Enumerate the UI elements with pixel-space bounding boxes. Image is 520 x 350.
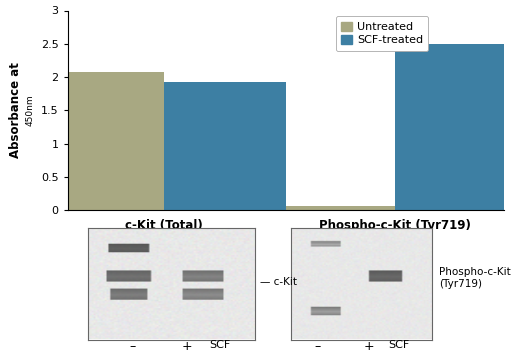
Text: Absorbance at: Absorbance at — [9, 62, 22, 158]
Bar — [164, 82, 286, 210]
Text: +: + — [182, 340, 192, 350]
Bar — [273, 206, 395, 210]
Text: SCF: SCF — [209, 340, 230, 350]
Legend: Untreated, SCF-treated: Untreated, SCF-treated — [336, 16, 428, 51]
Text: 450nm: 450nm — [26, 94, 35, 126]
Text: — c-Kit: — c-Kit — [260, 277, 297, 287]
Text: +: + — [364, 340, 374, 350]
Bar — [395, 44, 517, 210]
Text: Phospho-c-Kit
(Tyr719): Phospho-c-Kit (Tyr719) — [439, 267, 511, 289]
Bar — [42, 72, 164, 210]
Text: SCF: SCF — [389, 340, 410, 350]
Text: –: – — [129, 340, 136, 350]
Text: –: – — [314, 340, 320, 350]
